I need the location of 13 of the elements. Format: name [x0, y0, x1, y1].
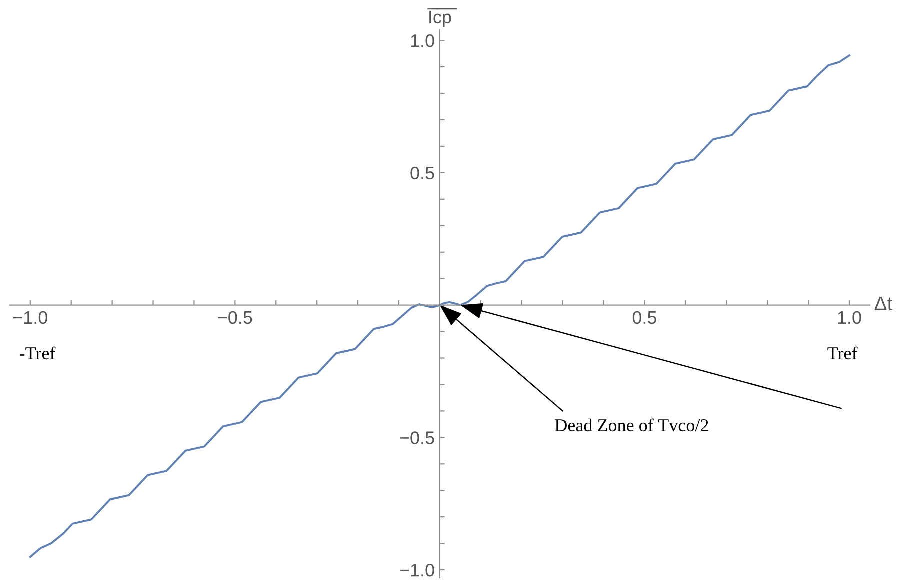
- annotation: -Tref: [20, 346, 56, 360]
- y-tick-label: 1.0: [411, 34, 434, 48]
- y-tick-label: 0.5: [410, 166, 434, 180]
- annotation: Dead Zone of Tvco/2: [555, 418, 708, 432]
- y-axis-title: I̅c̅p̅: [428, 8, 458, 28]
- x-axis-title: Δt: [874, 296, 893, 310]
- y-tick-label: −0.5: [400, 432, 434, 444]
- x-tick-label: 1.0: [838, 311, 862, 324]
- x-tick-label: 0.5: [632, 311, 657, 324]
- x-tick-label: −0.5: [218, 311, 252, 324]
- y-tick-label: −1.0: [400, 564, 434, 577]
- x-tick-label: −1.0: [13, 311, 48, 324]
- annotation: Tref: [828, 346, 858, 360]
